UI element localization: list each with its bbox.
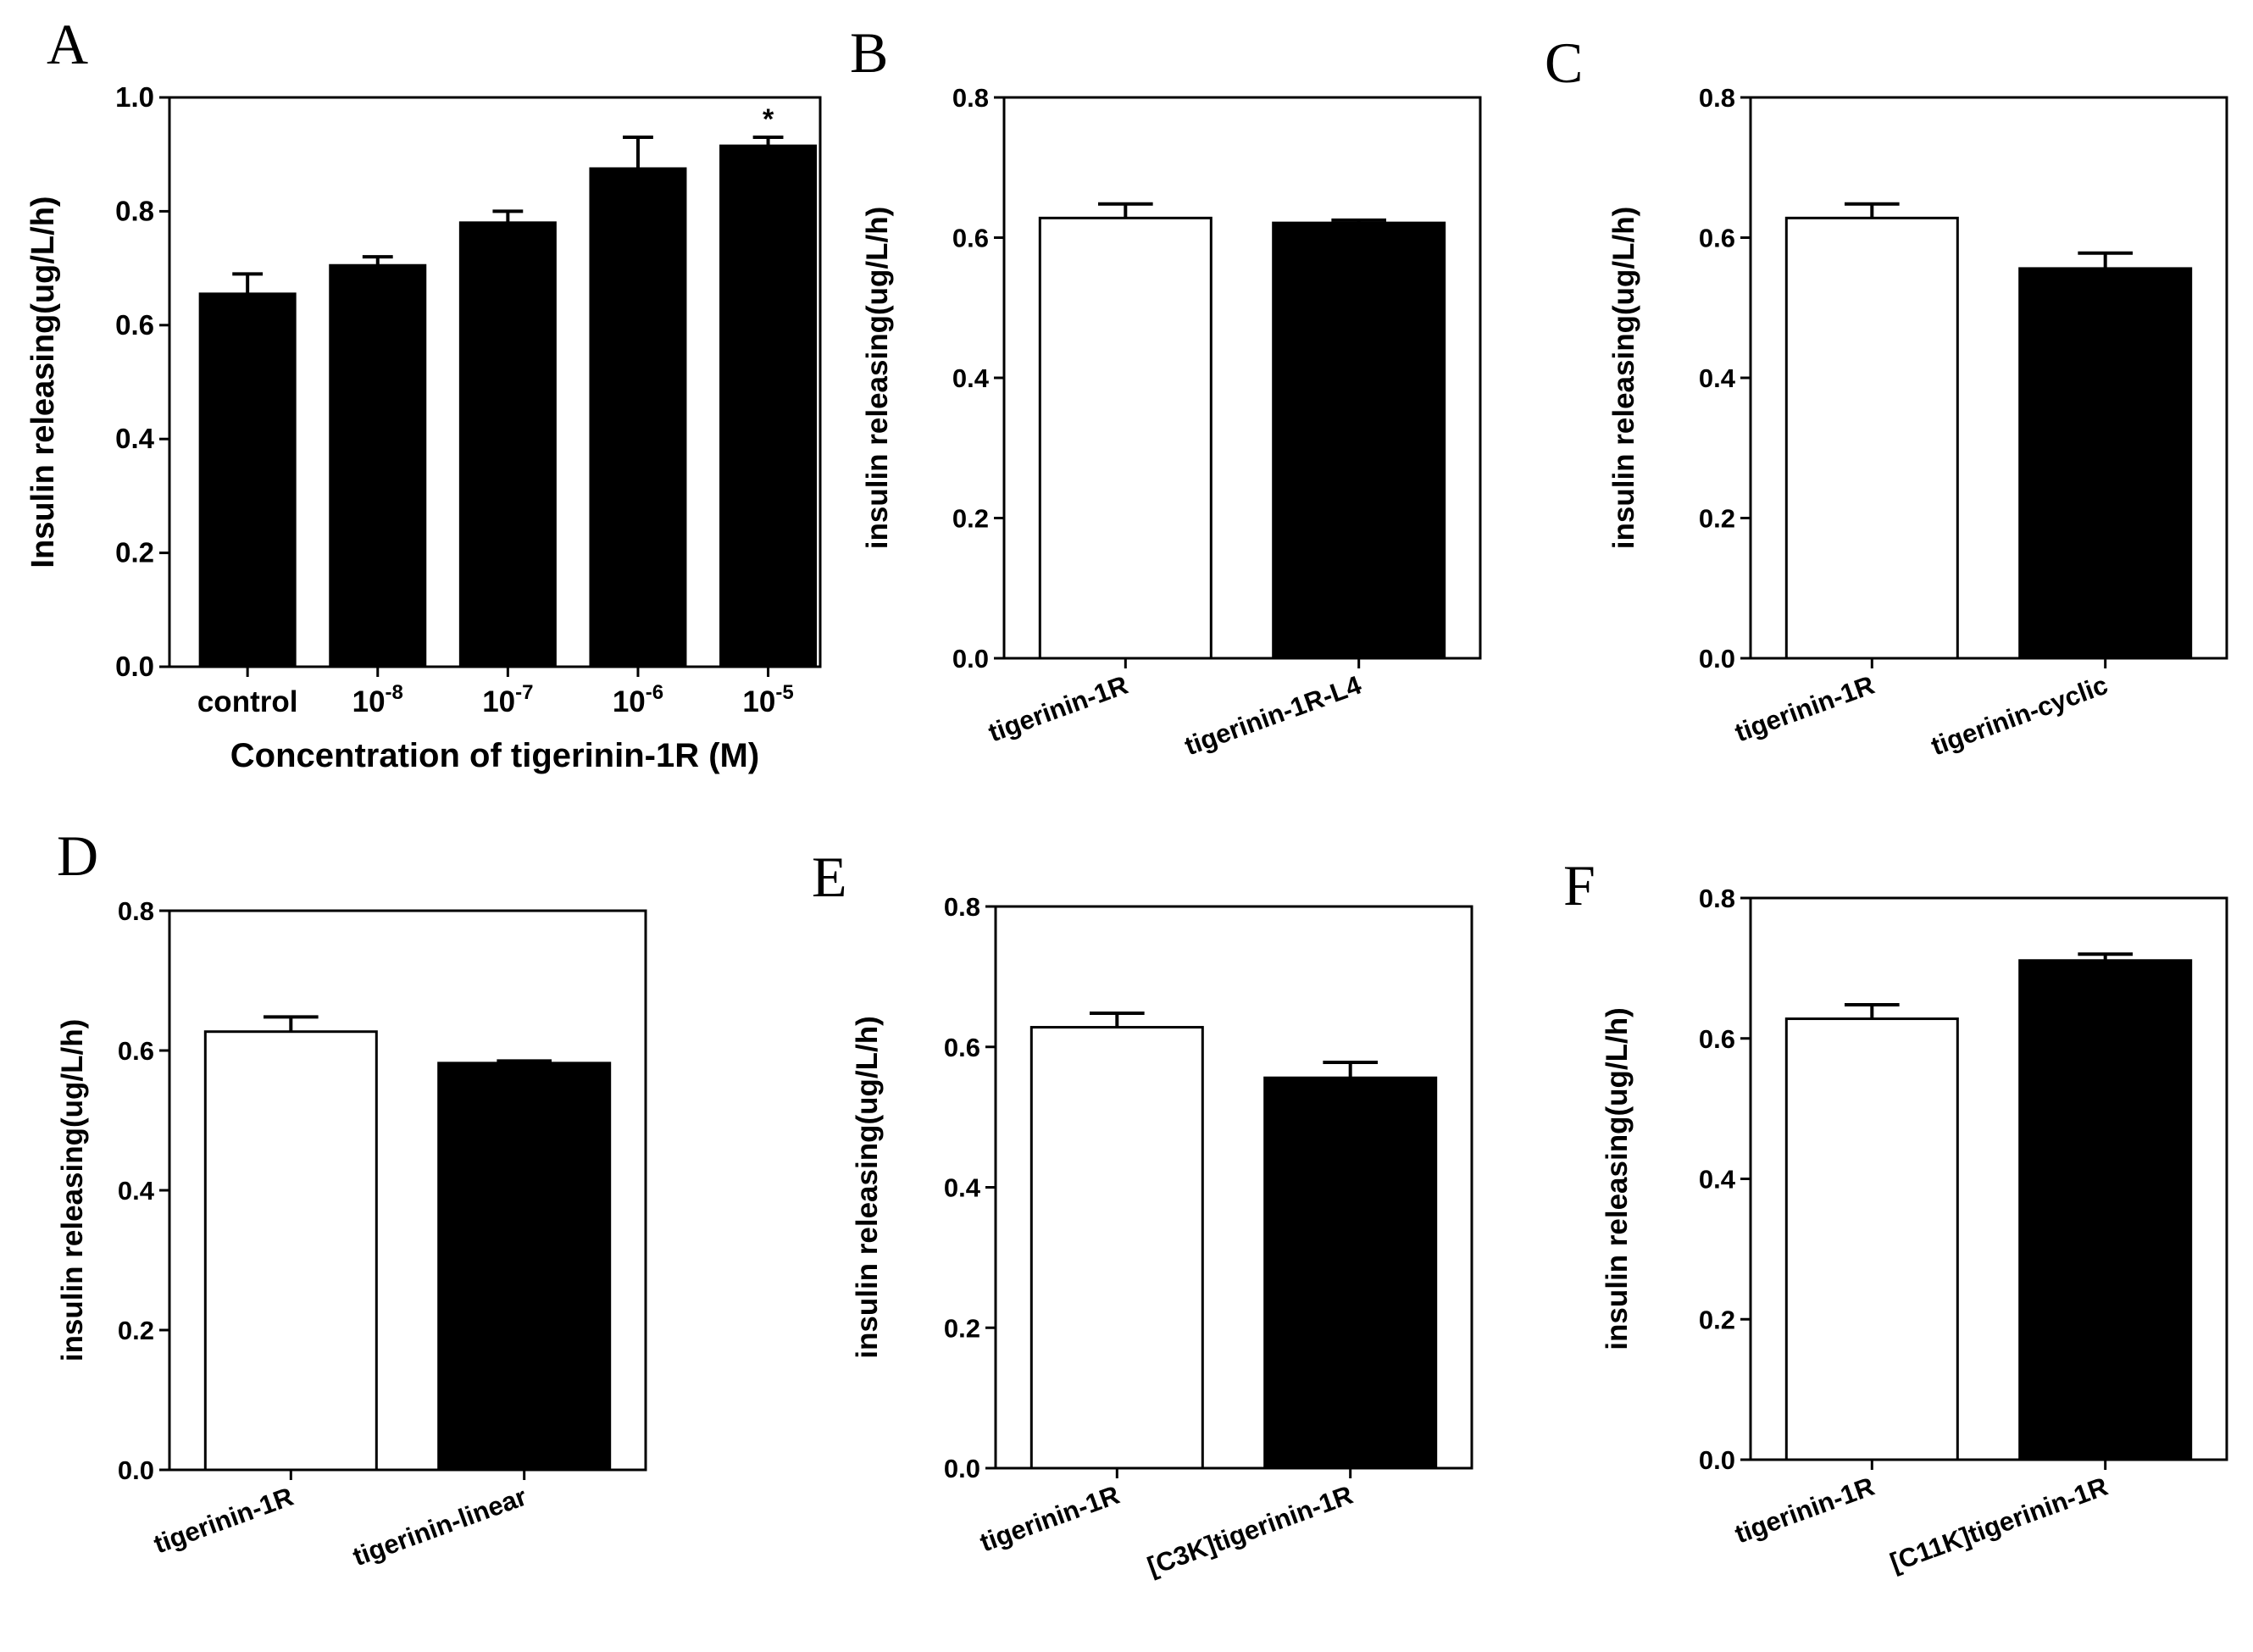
- x-tick-label-base: 10: [613, 685, 646, 718]
- x-tick-label: 10-7: [482, 681, 533, 718]
- y-tick-label: 0.2: [952, 504, 989, 534]
- x-tick-label-base: 10: [742, 685, 775, 718]
- y-tick-label: 0.6: [1699, 224, 1735, 253]
- bar: [437, 1062, 612, 1472]
- x-tick-label: tigerinin-1R: [1731, 670, 1878, 748]
- x-tick-label-exponent: -8: [386, 681, 403, 704]
- x-tick-label: tigerinin-1R-L4: [1181, 669, 1366, 761]
- x-tick-label: 10-5: [742, 681, 793, 718]
- x-tick-label: tigerinin-cyclic: [1928, 670, 2112, 762]
- x-tick-label-exponent: -7: [515, 681, 533, 704]
- x-tick-label: tigerinin-1R: [1731, 1472, 1878, 1549]
- y-tick-label: 0.8: [1699, 83, 1735, 113]
- bar: [719, 144, 818, 668]
- y-tick-label: 0.0: [118, 1455, 154, 1485]
- panel-letter: B: [850, 20, 888, 85]
- bar: [2018, 959, 2193, 1461]
- y-tick-label: 0.4: [115, 423, 155, 454]
- y-tick-label: 0.4: [944, 1173, 981, 1203]
- bar: [2018, 267, 2193, 660]
- y-tick-label: 0.8: [118, 896, 154, 926]
- significance-marker: *: [763, 103, 774, 136]
- y-tick-label: 0.8: [944, 892, 980, 922]
- y-tick-label: 0.2: [944, 1313, 980, 1343]
- y-tick-label: 0.6: [115, 309, 154, 341]
- y-tick-label: 0.0: [944, 1454, 980, 1483]
- x-axis-label: Concentration of tigerinin-1R (M): [230, 737, 759, 774]
- bar: [458, 221, 557, 668]
- y-axis-label: Insulin releasing(ug/L/h): [25, 196, 61, 568]
- y-axis-label: insulin releasing(ug/L/h): [851, 1016, 884, 1358]
- y-tick-label: 0.6: [944, 1033, 980, 1062]
- x-tick-label-base: 10: [352, 685, 386, 718]
- x-tick-label: tigerinin-1R: [150, 1482, 297, 1560]
- y-tick-label: 0.0: [115, 651, 154, 682]
- y-tick-label: 0.8: [1699, 884, 1735, 913]
- bar: [1272, 221, 1446, 660]
- x-tick-label: 10-6: [613, 681, 663, 718]
- x-tick-label-exponent: -5: [775, 681, 793, 704]
- bar: [589, 167, 687, 668]
- y-tick-label: 0.4: [1699, 363, 1736, 393]
- y-tick-label: 0.6: [1699, 1024, 1735, 1054]
- y-axis-label: insulin releasing(ug/L/h): [1607, 207, 1640, 549]
- x-tick-label: [C3K]tigerinin-1R: [1144, 1480, 1357, 1582]
- y-tick-label: 0.2: [115, 537, 154, 568]
- y-tick-label: 1.0: [115, 81, 154, 113]
- x-tick-label: 10-8: [352, 681, 403, 718]
- y-tick-label: 0.4: [952, 363, 990, 393]
- y-tick-label: 0.2: [1699, 504, 1735, 534]
- panel-letter: C: [1545, 30, 1583, 95]
- y-axis-label: insulin releasing(ug/L/h): [861, 207, 894, 549]
- x-tick-label: tigerinin-1R: [985, 670, 1132, 748]
- bar: [198, 292, 297, 668]
- bar: [203, 1030, 378, 1472]
- x-tick-label-exponent: -6: [646, 681, 663, 704]
- bar: [329, 263, 427, 668]
- y-tick-label: 0.0: [1699, 1445, 1735, 1475]
- bar: [1029, 1026, 1204, 1470]
- y-tick-label: 0.2: [118, 1316, 154, 1345]
- x-tick-label: tigerinin-1R: [976, 1480, 1124, 1558]
- y-tick-label: 0.4: [1699, 1165, 1736, 1195]
- panel-letter: F: [1563, 853, 1595, 917]
- y-tick-label: 0.6: [952, 224, 989, 253]
- y-tick-label: 0.0: [952, 644, 989, 674]
- bar: [1038, 216, 1213, 660]
- x-tick-label: [C11K]tigerinin-1R: [1886, 1472, 2111, 1577]
- plot-frame: [168, 96, 822, 668]
- panel-letter: A: [47, 12, 88, 76]
- x-tick-label: tigerinin-linear: [349, 1482, 530, 1572]
- x-tick-label-base: control: [197, 685, 298, 718]
- bar: [1784, 216, 1959, 660]
- panel-letter: E: [812, 845, 847, 909]
- bar: [1784, 1017, 1959, 1461]
- y-tick-label: 0.8: [115, 195, 154, 226]
- panel-letter: D: [57, 823, 98, 888]
- y-axis-label: insulin releasing(ug/L/h): [1601, 1007, 1634, 1350]
- y-tick-label: 0.2: [1699, 1305, 1735, 1334]
- y-tick-label: 0.0: [1699, 644, 1735, 674]
- y-tick-label: 0.4: [118, 1176, 155, 1206]
- bar: [1263, 1076, 1438, 1470]
- y-tick-label: 0.6: [118, 1036, 154, 1066]
- x-tick-label: control: [197, 685, 298, 718]
- x-tick-label-base: 10: [482, 685, 515, 718]
- y-axis-label: insulin releasing(ug/L/h): [56, 1019, 89, 1361]
- y-tick-label: 0.8: [952, 83, 989, 113]
